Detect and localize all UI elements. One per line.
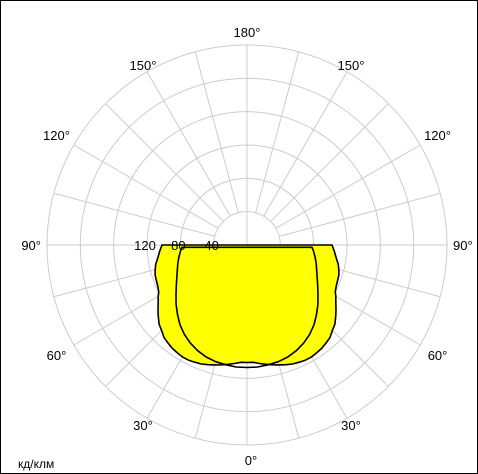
angle-label-90: 90° — [453, 238, 473, 253]
unit-label: кд/клм — [18, 457, 54, 471]
series-curve-1 — [154, 244, 340, 366]
spoke-240 — [73, 144, 219, 229]
spoke-120 — [275, 144, 421, 229]
angle-label-m30: 30° — [133, 418, 153, 433]
angle-label-60: 60° — [428, 348, 448, 363]
angle-label-30: 30° — [341, 418, 361, 433]
spoke-105 — [279, 192, 441, 237]
angle-label-m90: 90° — [21, 238, 41, 253]
angle-label-180: 180° — [234, 25, 261, 40]
spoke-165 — [255, 51, 300, 213]
spoke-255 — [53, 192, 215, 237]
spoke-210 — [146, 71, 231, 217]
polar-series — [154, 244, 340, 369]
angle-label-m60: 60° — [47, 348, 67, 363]
polar-angle-labels: 0° 30° 30° 60° 60° 90° 90° 120° 120° 150° 150° 180° — [21, 25, 472, 468]
angle-label-150: 150° — [338, 58, 365, 73]
radial-label-80: 80 — [171, 238, 185, 253]
radial-label-120: 120 — [134, 238, 156, 253]
series-curve-2 — [175, 246, 319, 369]
angle-label-m150: 150° — [130, 58, 157, 73]
spoke-195 — [194, 51, 239, 213]
spoke-150 — [263, 71, 348, 217]
polar-radial-labels: 40 80 120 — [134, 238, 219, 253]
spoke-135 — [270, 103, 389, 222]
angle-label-m120: 120° — [43, 128, 70, 143]
angle-label-0: 0° — [245, 453, 257, 468]
spoke-225 — [105, 103, 224, 222]
angle-label-120: 120° — [424, 128, 451, 143]
radial-label-40: 40 — [204, 238, 218, 253]
